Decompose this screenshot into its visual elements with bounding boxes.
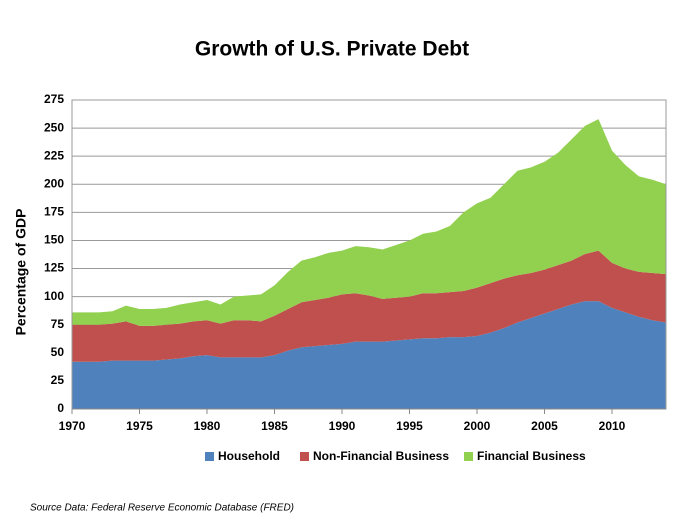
y-tick-label: 225	[44, 148, 64, 162]
y-tick-label: 175	[44, 205, 64, 219]
source-note: Source Data: Federal Reserve Economic Da…	[30, 503, 294, 514]
x-tick-label: 1985	[261, 419, 288, 433]
y-tick-label: 275	[44, 92, 64, 106]
x-tick-label: 1995	[396, 419, 423, 433]
x-tick-label: 2010	[599, 419, 626, 433]
y-tick-label: 0	[57, 401, 64, 415]
y-tick-label: 25	[51, 373, 65, 387]
area	[72, 119, 666, 326]
y-tick-label: 150	[44, 233, 64, 247]
legend-swatch	[300, 452, 309, 461]
y-tick-label: 50	[51, 345, 65, 359]
y-tick-label: 200	[44, 176, 64, 190]
chart-title: Growth of U.S. Private Debt	[195, 38, 469, 61]
y-tick-label: 250	[44, 120, 64, 134]
y-tick-label: 75	[51, 317, 65, 331]
legend-label: Financial Business	[477, 449, 586, 463]
y-axis-label: Percentage of GDP	[13, 209, 29, 336]
x-tick-label: 2005	[531, 419, 558, 433]
area	[72, 250, 666, 362]
x-tick-label: 1980	[194, 419, 221, 433]
y-tick-label: 125	[44, 261, 64, 275]
area	[72, 301, 666, 409]
legend-label: Household	[218, 449, 280, 463]
legend-label: Non-Financial Business	[313, 449, 449, 463]
x-tick-label: 1975	[126, 419, 153, 433]
legend-swatch	[205, 452, 214, 461]
x-tick-label: 1970	[59, 419, 86, 433]
legend-swatch	[464, 452, 473, 461]
x-tick-label: 2000	[464, 419, 491, 433]
x-tick-label: 1990	[329, 419, 356, 433]
y-tick-label: 100	[44, 289, 64, 303]
